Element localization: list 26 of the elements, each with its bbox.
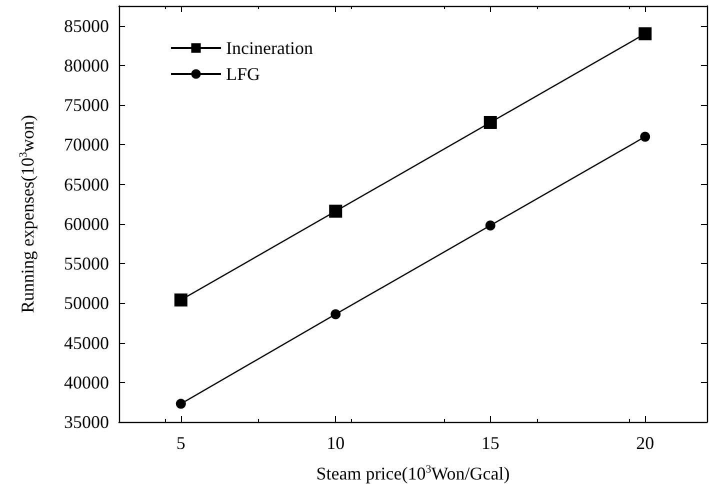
y-tick-label: 35000 xyxy=(64,412,109,432)
x-tick-label: 10 xyxy=(326,433,345,453)
x-tick-label: 20 xyxy=(636,433,654,453)
point xyxy=(329,204,342,218)
y-axis-title: Running expenses(103won) xyxy=(18,115,38,313)
legend-label: Incineration xyxy=(226,38,313,58)
y-tick-label: 70000 xyxy=(64,134,109,155)
y-tick-label: 45000 xyxy=(64,332,109,353)
point xyxy=(330,309,341,320)
legend-label: LFG xyxy=(226,64,260,84)
point xyxy=(176,398,186,409)
point xyxy=(640,132,650,142)
x-tick-label: 15 xyxy=(481,433,500,453)
point xyxy=(174,293,188,306)
y-tick-label: 40000 xyxy=(64,372,109,392)
y-tick-label: 85000 xyxy=(64,16,109,36)
point xyxy=(638,27,652,40)
y-tick-label: 55000 xyxy=(64,254,109,274)
x-tick-label: 5 xyxy=(176,433,186,453)
point xyxy=(485,220,496,230)
y-tick-label: 65000 xyxy=(64,174,109,194)
y-tick-label: 75000 xyxy=(64,95,109,116)
y-tick-label: 50000 xyxy=(64,293,109,314)
y-tick-label: 80000 xyxy=(64,55,109,76)
point xyxy=(484,116,497,129)
y-tick-label: 60000 xyxy=(64,214,109,234)
